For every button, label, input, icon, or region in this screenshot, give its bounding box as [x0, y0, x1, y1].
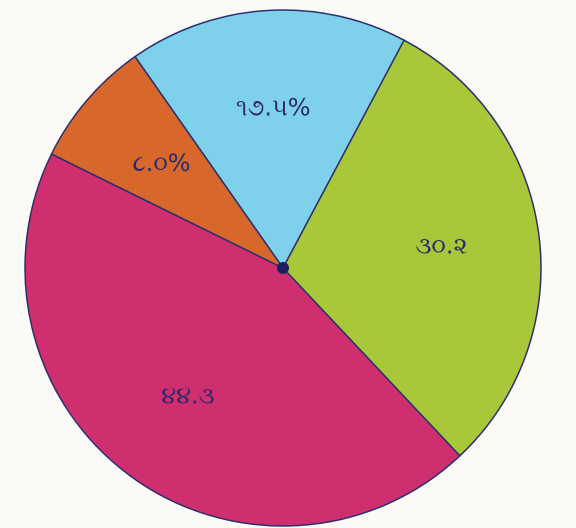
value-label: ૩૦.૨ — [415, 232, 467, 260]
value-label: ૧૭.૫% — [236, 93, 311, 121]
pie-center — [277, 262, 289, 274]
value-label: ૪૪.૩ — [161, 382, 214, 410]
pie-slice — [24, 153, 461, 527]
value-label: ૮.૦% — [133, 149, 191, 177]
pie-slice — [282, 39, 542, 457]
pie-slice — [50, 55, 284, 269]
pie-slice — [133, 9, 406, 270]
